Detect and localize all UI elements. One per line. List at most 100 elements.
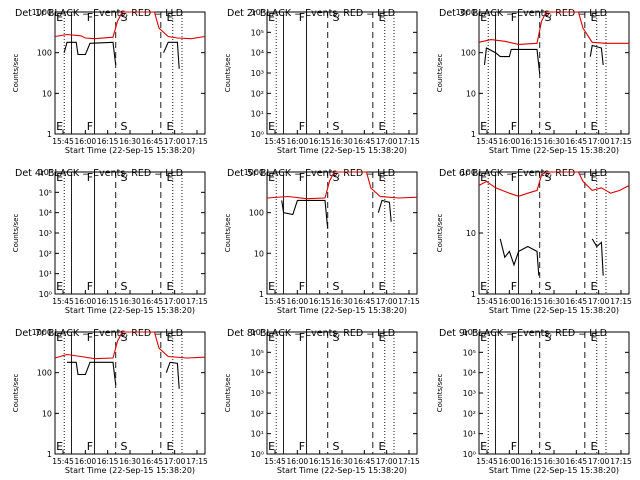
x-tick-label: 17:15 [610, 137, 632, 146]
x-tick-label: 15:45 [52, 297, 74, 306]
x-tick-label: 16:00 [499, 297, 521, 306]
y-tick-label: 1000 [32, 8, 52, 17]
x-tick-label: 16:30 [543, 137, 565, 146]
marker-label-top: F [87, 11, 93, 24]
marker-label-top: E [379, 331, 386, 344]
y-tick-label: 10⁶ [251, 328, 264, 337]
marker-label-top: F [299, 171, 305, 184]
x-tick-label: 16:45 [566, 297, 588, 306]
marker-label-top: F [511, 331, 517, 344]
marker-label-bottom: S [121, 120, 128, 133]
marker-label-top: E [379, 11, 386, 24]
x-tick-label: 16:45 [354, 457, 376, 466]
marker-label-top: S [121, 171, 128, 184]
marker-label-bottom: E [480, 440, 487, 453]
y-tick-label: 100 [249, 209, 264, 218]
x-tick-label: 16:00 [75, 297, 97, 306]
x-axis-label: Start Time (22-Sep-15 15:38:20) [65, 146, 195, 155]
plot-panel-6: Det 6r BLACK = Events, RED = LLD 1 10 100 Co… [436, 168, 632, 315]
plot-title: Det 9r BLACK = Events, RED = LLD [439, 328, 607, 339]
x-tick-label: 17:00 [164, 457, 186, 466]
x-tick-label: 16:15 [309, 297, 331, 306]
y-tick-label: 10² [251, 409, 264, 418]
x-tick-label: 16:45 [354, 297, 376, 306]
y-tick-label: 10¹ [251, 110, 264, 119]
marker-label-top: E [480, 331, 487, 344]
plot-title: Det 6r BLACK = Events, RED = LLD [439, 168, 607, 179]
marker-label-bottom: E [480, 120, 487, 133]
y-tick-label: 10 [42, 89, 52, 98]
marker-label-top: E [480, 171, 487, 184]
marker-label-bottom: E [56, 440, 63, 453]
x-tick-label: 16:15 [97, 457, 119, 466]
x-axis-label: Start Time (22-Sep-15 15:38:20) [65, 306, 195, 315]
marker-label-bottom: E [480, 280, 487, 293]
x-tick-label: 16:00 [75, 137, 97, 146]
marker-label-top: E [480, 11, 487, 24]
x-tick-label: 17:15 [398, 457, 420, 466]
y-axis-label: Counts/sec [224, 374, 232, 413]
y-tick-label: 1000 [32, 328, 52, 337]
x-tick-label: 16:00 [287, 137, 309, 146]
x-axis-label: Start Time (22-Sep-15 15:38:20) [65, 466, 195, 475]
marker-label-bottom: E [56, 280, 63, 293]
x-tick-label: 15:45 [52, 137, 74, 146]
x-axis-label: Start Time (22-Sep-15 15:38:20) [489, 306, 619, 315]
y-tick-label: 100 [37, 49, 52, 58]
marker-label-bottom: F [511, 280, 517, 293]
marker-label-top: F [511, 171, 517, 184]
plot-frame [266, 171, 418, 295]
y-tick-label: 10 [466, 229, 476, 238]
y-tick-label: 100 [461, 49, 476, 58]
x-tick-label: 17:00 [588, 457, 610, 466]
y-tick-label: 10⁶ [39, 168, 52, 177]
x-tick-label: 16:45 [142, 297, 164, 306]
marker-label-bottom: E [268, 440, 275, 453]
marker-label-top: E [268, 171, 275, 184]
marker-label-bottom: F [87, 280, 93, 293]
plot-title: Det 3r BLACK = Events, RED = LLD [439, 8, 607, 19]
plot-title: Det 5r BLACK = Events, RED = LLD [227, 168, 395, 179]
y-tick-label: 1000 [244, 168, 264, 177]
marker-label-bottom: S [545, 440, 552, 453]
y-tick-label: 10 [42, 409, 52, 418]
x-axis-label: Start Time (22-Sep-15 15:38:20) [277, 306, 407, 315]
x-tick-label: 15:45 [264, 137, 286, 146]
plot-frame [266, 331, 418, 455]
x-tick-label: 16:30 [119, 137, 141, 146]
marker-label-bottom: E [379, 280, 386, 293]
marker-label-bottom: F [511, 120, 517, 133]
x-tick-label: 16:45 [142, 137, 164, 146]
marker-label-bottom: E [268, 280, 275, 293]
x-tick-label: 17:00 [376, 137, 398, 146]
x-tick-label: 17:15 [610, 457, 632, 466]
plot-panel-1: Det 1r BLACK = Events, RED = LLD 1 10 100 10… [12, 8, 208, 155]
marker-label-top: S [545, 171, 552, 184]
marker-label-bottom: E [56, 120, 63, 133]
plot-title: Det 4r BLACK = Events, RED = LLD [15, 168, 183, 179]
events-series-line [163, 41, 180, 69]
x-axis-label: Start Time (22-Sep-15 15:38:20) [277, 466, 407, 475]
events-series-line [499, 238, 540, 276]
plot-panel-2: Det 2r BLACK = Events, RED = LLD 10⁰ 10¹ 10… [224, 8, 420, 155]
x-tick-label: 16:15 [521, 297, 543, 306]
marker-label-bottom: E [167, 120, 174, 133]
events-series-line [589, 44, 604, 65]
marker-label-top: F [299, 11, 305, 24]
events-series-line [591, 238, 604, 276]
y-tick-label: 10⁴ [39, 209, 52, 218]
x-tick-label: 16:00 [75, 457, 97, 466]
marker-label-bottom: E [591, 120, 598, 133]
x-tick-label: 16:45 [142, 457, 164, 466]
marker-label-top: F [299, 331, 305, 344]
x-tick-label: 16:15 [97, 297, 119, 306]
events-series-line [483, 47, 541, 74]
plot-frame [478, 11, 630, 135]
marker-label-bottom: F [299, 280, 305, 293]
x-tick-label: 16:15 [521, 457, 543, 466]
plot-panel-7: Det 7r BLACK = Events, RED = LLD 1 10 100 10… [12, 328, 208, 475]
x-axis-label: Start Time (22-Sep-15 15:38:20) [489, 146, 619, 155]
y-tick-label: 1 [259, 290, 264, 299]
marker-label-top: E [591, 171, 598, 184]
y-tick-label: 1 [471, 130, 476, 139]
